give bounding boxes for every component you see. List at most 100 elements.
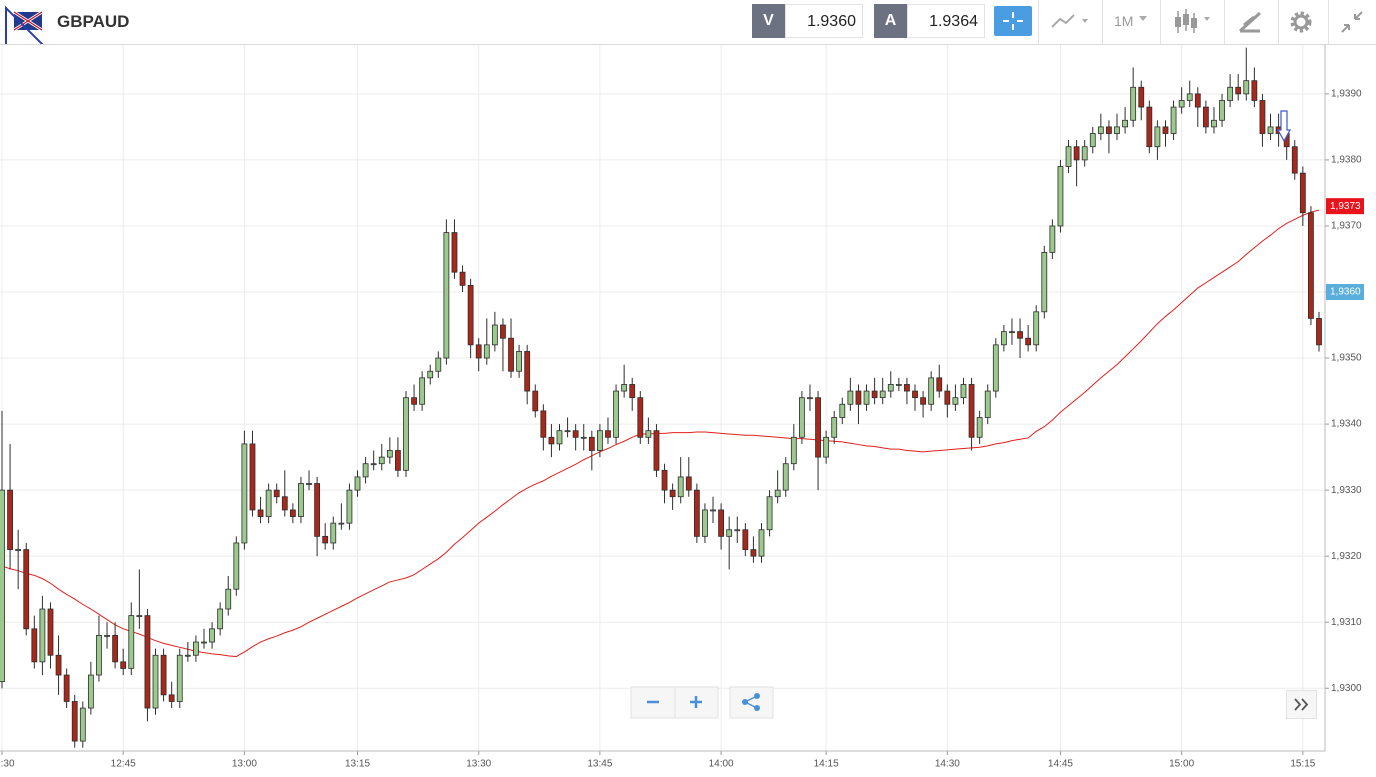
candle-body xyxy=(435,357,442,372)
candle-body xyxy=(693,489,700,537)
candle-body xyxy=(1025,337,1032,346)
price-label-box xyxy=(1326,198,1364,215)
candle-body xyxy=(1081,146,1088,161)
separator xyxy=(1102,0,1103,44)
separator xyxy=(1328,0,1329,44)
candle-body xyxy=(992,344,999,392)
candle-body xyxy=(273,489,280,498)
scroll-end-button[interactable] xyxy=(1286,690,1318,720)
candle-body xyxy=(976,417,983,438)
candle-body xyxy=(362,463,369,478)
candle-body xyxy=(7,489,13,550)
candle-body xyxy=(879,390,886,399)
candle-body xyxy=(823,436,830,458)
x-tick-label: 13:45 xyxy=(587,759,612,770)
candle-body xyxy=(209,628,215,643)
candle-body xyxy=(1146,106,1153,148)
candle-body xyxy=(395,450,401,471)
chart-type-button[interactable] xyxy=(1048,7,1098,37)
candle-body xyxy=(193,641,199,656)
candle-body xyxy=(564,430,571,433)
toolbar: GBPAUD V 1.9360 A 1.9364 1M xyxy=(0,0,1376,45)
y-tick-label: 1,9370 xyxy=(1331,221,1362,232)
candle-body xyxy=(443,232,450,359)
candle-body xyxy=(63,674,70,702)
x-tick-label: 15:15 xyxy=(1290,759,1315,770)
candle-body xyxy=(491,324,498,346)
candle-body xyxy=(904,384,910,392)
ask-price[interactable]: 1.9364 xyxy=(907,4,985,38)
symbol: GBPAUD xyxy=(57,12,130,31)
timeframe-button[interactable]: 1M xyxy=(1114,13,1134,29)
candle-type-button[interactable] xyxy=(1170,7,1220,37)
candle-body xyxy=(1316,318,1322,346)
candle-body xyxy=(1170,106,1177,134)
y-tick-label: 1,9350 xyxy=(1331,353,1362,364)
timeframe-caret xyxy=(1139,16,1147,21)
candle-body xyxy=(1162,126,1169,134)
candle-body xyxy=(936,377,943,392)
bid-button[interactable]: V xyxy=(752,4,785,38)
symbol-icon xyxy=(5,5,44,44)
candle-body xyxy=(451,232,458,273)
candle-body xyxy=(1017,331,1023,339)
separator xyxy=(1278,0,1279,44)
x-tick-label: 13:15 xyxy=(345,759,370,770)
candle-body xyxy=(1186,93,1193,101)
draw-button[interactable] xyxy=(1236,7,1266,37)
candle-body xyxy=(863,390,870,405)
candle-body xyxy=(419,377,426,405)
ask-button[interactable]: A xyxy=(874,4,907,38)
candle-body xyxy=(629,384,636,399)
y-tick-label: 1,9390 xyxy=(1331,89,1362,100)
candle-body xyxy=(1000,331,1007,346)
candle-body xyxy=(136,615,143,618)
candle-body xyxy=(952,397,959,405)
candle-body xyxy=(912,390,918,399)
candle-body xyxy=(427,370,434,379)
share-button[interactable] xyxy=(729,686,774,719)
candle-body xyxy=(281,496,288,511)
candle-body xyxy=(1049,225,1056,253)
candle-body xyxy=(920,397,926,405)
bid-price[interactable]: 1.9360 xyxy=(785,4,863,38)
zoom-in-button[interactable] xyxy=(690,696,702,708)
x-tick-label: 14:30 xyxy=(935,759,960,770)
candle-body xyxy=(895,384,902,386)
candle-body xyxy=(588,436,595,451)
x-tick-label: 15:00 xyxy=(1169,759,1194,770)
price-label-box xyxy=(1326,284,1364,301)
candle-body xyxy=(1041,251,1048,313)
candle-body xyxy=(597,430,603,451)
candle-body xyxy=(354,476,361,491)
candle-body xyxy=(548,436,555,445)
candle-body xyxy=(144,615,151,709)
candle-body xyxy=(855,390,862,405)
candle-body xyxy=(1065,146,1072,167)
signal-arrow xyxy=(1277,110,1291,143)
candle-body xyxy=(411,397,417,405)
crosshair-button[interactable] xyxy=(994,6,1032,36)
candle-body xyxy=(960,384,967,399)
candle-body xyxy=(750,549,757,557)
separator xyxy=(1224,0,1225,44)
candle-body xyxy=(241,443,248,544)
candle-body xyxy=(710,509,716,512)
candle-body xyxy=(459,271,466,286)
candle-body xyxy=(483,344,490,359)
separator xyxy=(1038,0,1039,44)
candle-body xyxy=(540,410,547,438)
candle-body xyxy=(677,476,684,498)
share-icon xyxy=(742,693,760,711)
candle-body xyxy=(1308,212,1314,319)
candle-body xyxy=(1202,106,1209,128)
candle-body xyxy=(734,529,741,532)
candle-body xyxy=(298,483,304,517)
collapse-button[interactable] xyxy=(1337,7,1367,37)
candle-body xyxy=(984,390,991,418)
candle-body xyxy=(556,430,563,445)
candle-body xyxy=(257,509,264,517)
settings-button[interactable] xyxy=(1286,7,1316,37)
candle-body xyxy=(55,654,62,676)
